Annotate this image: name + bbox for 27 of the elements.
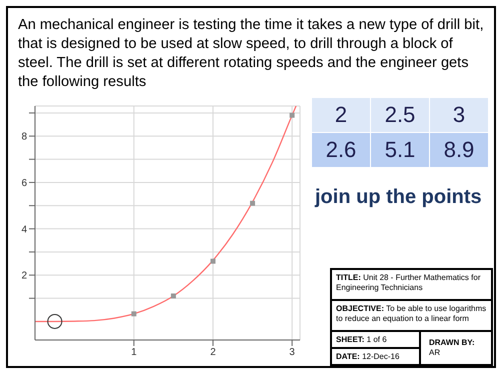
y-tick-label: 8 — [21, 132, 28, 143]
text: SHEET: 1 of 6 — [336, 335, 387, 344]
point — [170, 293, 176, 298]
point — [210, 258, 216, 264]
x-tick-label: 3 — [289, 347, 296, 358]
text: DRAWN BY: — [429, 338, 475, 347]
point — [47, 314, 62, 329]
text: DATE: 12-Dec-16 — [336, 352, 400, 361]
text: 3 — [430, 98, 488, 132]
text: 8.9 — [430, 132, 488, 168]
y-tick-label: 2 — [21, 270, 28, 282]
text: 5.1 — [370, 132, 430, 168]
text: 2.5 — [370, 98, 430, 132]
y-tick-label: 6 — [21, 178, 28, 190]
text: AR — [429, 348, 442, 358]
chart-title: An mechanical engineer is testing the time it takes a new type of drill bit, that is designed to be used at slow speed, to drill through a block of steel. The drill is set at different rotating speeds and the engineer gets the following results — [18, 16, 485, 92]
text: 2 — [312, 98, 370, 132]
point — [131, 311, 136, 316]
y-tick-label: 4 — [21, 224, 28, 236]
text: OBJECTIVE: To be able to use logarithms to reduce an equation to a linear form — [336, 304, 486, 323]
x-tick-label: 2 — [210, 347, 216, 358]
x-tick-label: 1 — [131, 347, 138, 358]
text: TITLE: Unit 28 - Further Mathematics for Engineering Technicians — [336, 273, 480, 292]
text: 2.6 — [312, 132, 370, 168]
point — [250, 200, 256, 206]
point — [290, 112, 295, 118]
text: join up the points — [315, 186, 482, 209]
